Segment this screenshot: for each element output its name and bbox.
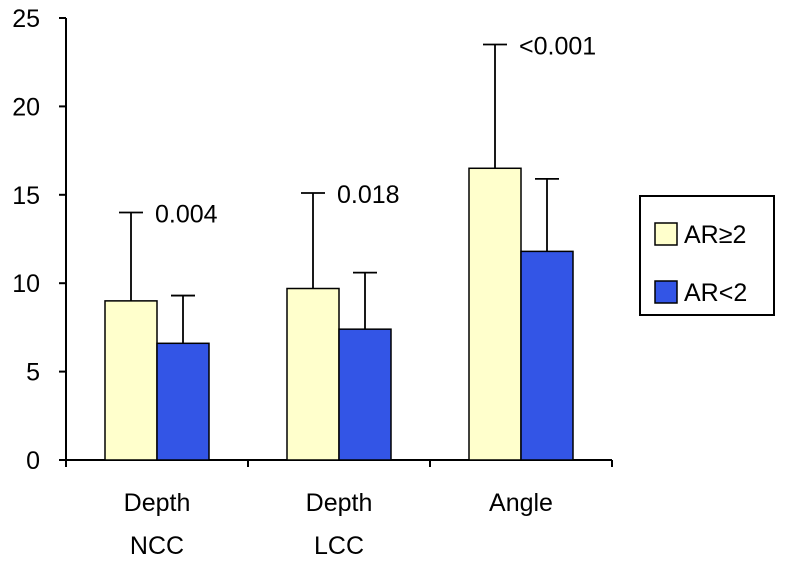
p-value-label: 0.004 xyxy=(155,200,218,228)
legend-label-ar-ge-2: AR≥2 xyxy=(684,221,746,249)
p-value-label: 0.018 xyxy=(337,181,400,209)
bar xyxy=(520,250,574,461)
bar xyxy=(156,342,210,461)
y-tick-label: 20 xyxy=(12,93,40,121)
y-tick-label: 10 xyxy=(12,270,40,298)
x-tick-label: Depth xyxy=(306,489,373,517)
x-tick-label: LCC xyxy=(314,532,364,560)
bar xyxy=(104,300,158,461)
legend: AR≥2 AR<2 xyxy=(639,195,775,316)
x-tick-label: Depth xyxy=(124,489,191,517)
bar xyxy=(286,287,340,461)
y-tick-label: 0 xyxy=(26,447,40,475)
bar xyxy=(338,328,392,461)
legend-swatch-ar-lt-2 xyxy=(654,280,678,304)
p-value-label: <0.001 xyxy=(519,33,596,61)
y-tick-label: 5 xyxy=(26,359,40,387)
plot-area: 0 5 10 15 20 25 0.004 Depth NCC 0.018 Depth LCC <0.0… xyxy=(12,5,613,560)
bar xyxy=(468,167,522,461)
legend-label-ar-lt-2: AR<2 xyxy=(684,279,747,307)
y-tick-label: 25 xyxy=(12,5,40,33)
x-tick-label: NCC xyxy=(130,532,184,560)
x-tick-label: Angle xyxy=(489,489,553,517)
y-tick-label: 15 xyxy=(12,182,40,210)
legend-swatch-ar-ge-2 xyxy=(654,222,678,246)
